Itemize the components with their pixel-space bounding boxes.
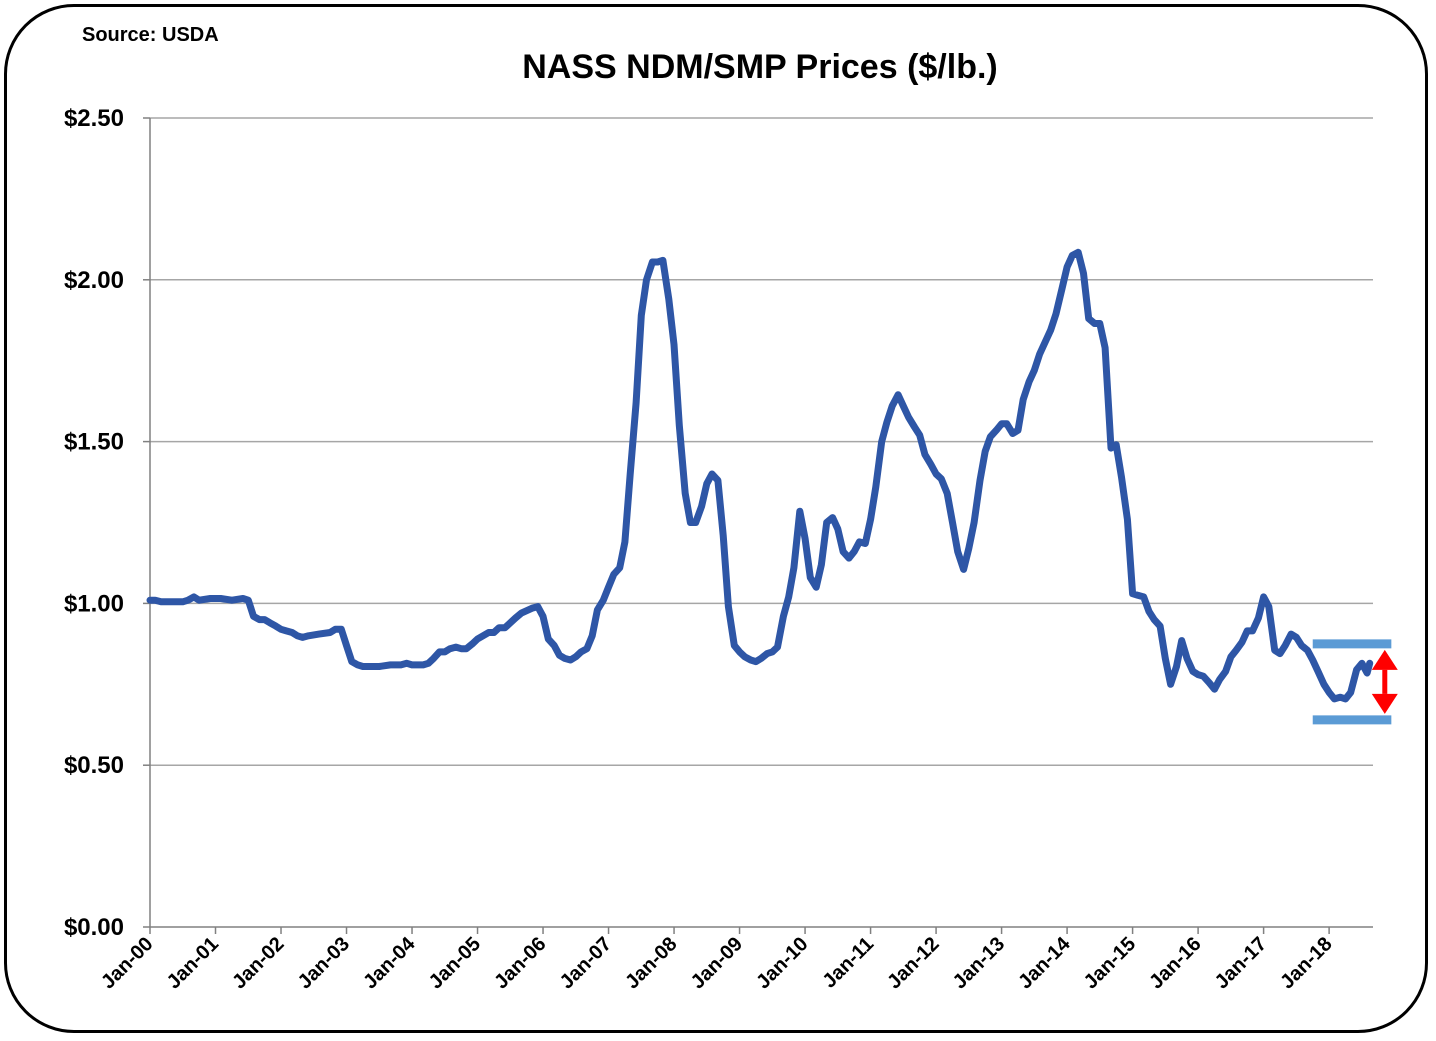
annotations — [1312, 639, 1398, 725]
x-tick-label: Jan-00 — [97, 933, 157, 993]
range-arrow-head-up — [1371, 649, 1398, 670]
x-tick-label: Jan-09 — [687, 933, 747, 993]
y-tick-label: $2.50 — [64, 105, 124, 132]
x-tick-label: Jan-05 — [425, 933, 485, 993]
series — [146, 248, 1374, 703]
x-tick-label: Jan-08 — [621, 933, 681, 993]
x-tick-label: Jan-18 — [1276, 933, 1336, 993]
x-tick-label: Jan-12 — [883, 933, 943, 993]
y-tick-label: $0.00 — [64, 914, 124, 941]
x-tick-label: Jan-03 — [294, 933, 354, 993]
x-tick-label: Jan-13 — [949, 933, 1009, 993]
source-label: Source: USDA — [82, 24, 219, 46]
y-axis-tick-labels: $0.00 $0.50 $1.00 $1.50 $2.00 $2.50 — [64, 105, 124, 941]
x-tick-label: Jan-10 — [752, 933, 812, 993]
gridlines — [150, 117, 1373, 766]
x-axis-tick-labels: Jan-00 Jan-01 Jan-02 Jan-03 Jan-04 Jan-05 Jan-… — [97, 932, 1336, 993]
chart-title: NASS NDM/SMP Prices ($/lb.) — [522, 48, 998, 86]
x-tick-label: Jan-06 — [490, 933, 550, 993]
x-tick-label: Jan-17 — [1211, 933, 1271, 993]
axes — [143, 117, 1373, 934]
x-tick-label: Jan-04 — [359, 932, 420, 993]
x-tick-label: Jan-14 — [1014, 932, 1075, 993]
y-tick-label: $0.50 — [64, 752, 124, 779]
x-tick-label: Jan-15 — [1080, 933, 1140, 993]
x-tick-label: Jan-07 — [556, 933, 616, 993]
range-arrow-head-down — [1371, 693, 1398, 714]
chart-frame — [4, 4, 1428, 1033]
x-tick-label: Jan-16 — [1145, 933, 1205, 993]
x-tick-label: Jan-01 — [163, 933, 223, 993]
x-tick-label: Jan-11 — [819, 933, 879, 993]
y-tick-label: $1.50 — [64, 429, 124, 456]
x-tick-label: Jan-02 — [228, 933, 288, 993]
y-tick-label: $2.00 — [64, 267, 124, 294]
price-series-line — [146, 248, 1374, 703]
y-tick-label: $1.00 — [64, 590, 124, 617]
